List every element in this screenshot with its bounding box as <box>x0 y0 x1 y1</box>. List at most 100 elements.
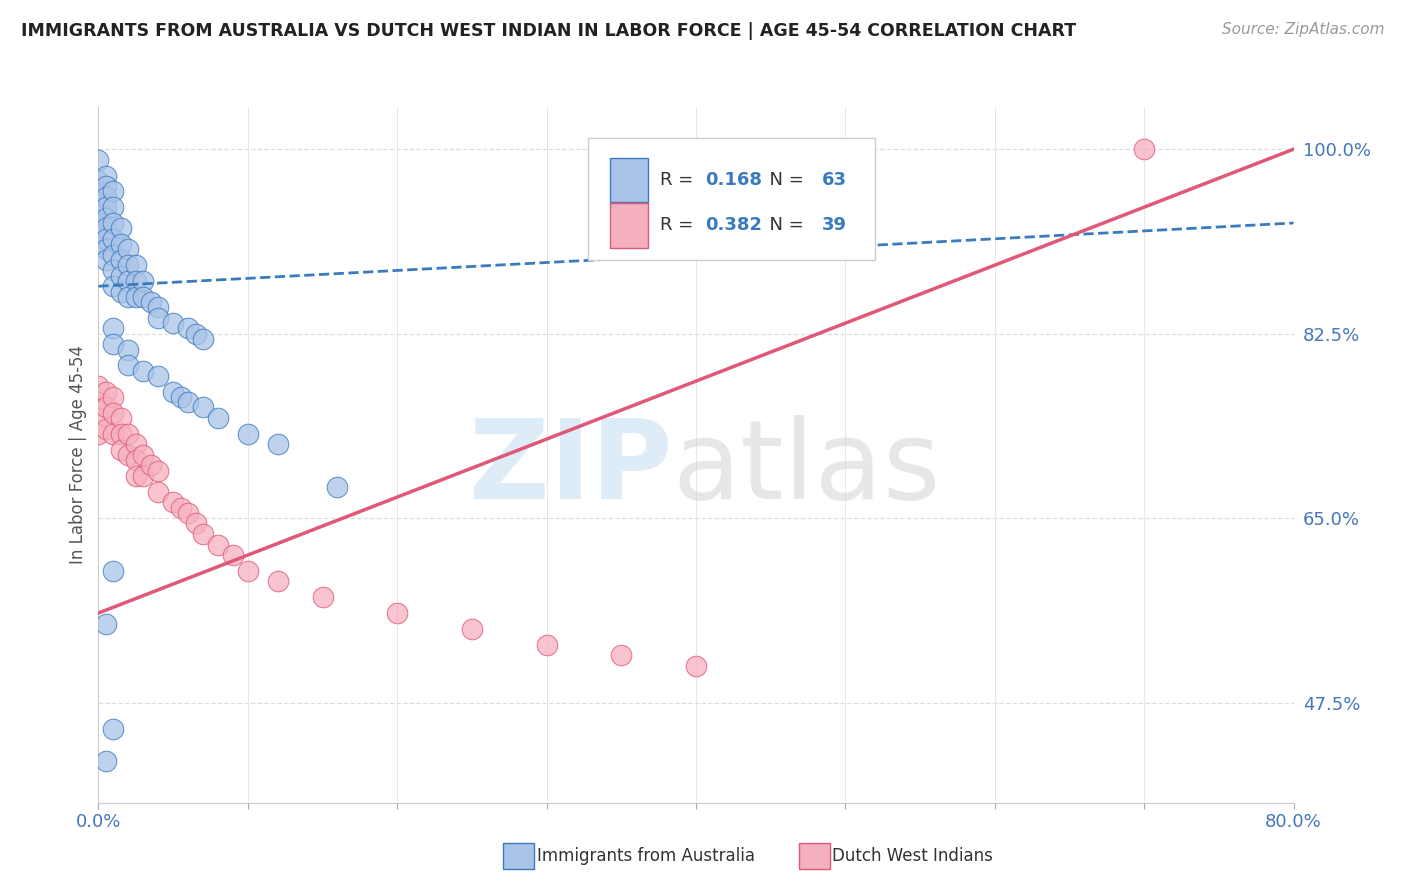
Point <box>117 343 139 357</box>
Point <box>87 174 110 188</box>
Point <box>110 285 132 299</box>
Point <box>87 205 110 219</box>
Point <box>87 153 110 167</box>
Point <box>125 274 148 288</box>
Point <box>110 268 132 283</box>
Text: N =: N = <box>758 171 810 189</box>
Point <box>94 189 117 203</box>
Text: Immigrants from Australia: Immigrants from Australia <box>537 847 755 865</box>
Point <box>110 411 132 425</box>
Point <box>207 537 229 551</box>
Point <box>148 301 170 315</box>
Text: R =: R = <box>661 171 699 189</box>
Point <box>326 479 349 493</box>
Point <box>117 258 139 272</box>
Point <box>87 216 110 230</box>
Point <box>103 426 125 441</box>
Text: R =: R = <box>661 217 699 235</box>
Point <box>110 426 132 441</box>
Point <box>94 252 117 267</box>
Point <box>87 237 110 252</box>
FancyBboxPatch shape <box>610 158 648 202</box>
Point <box>117 274 139 288</box>
Point <box>103 263 125 277</box>
Text: Source: ZipAtlas.com: Source: ZipAtlas.com <box>1222 22 1385 37</box>
Point <box>125 290 148 304</box>
Point <box>177 506 200 520</box>
Point <box>177 395 200 409</box>
Point <box>1133 142 1156 156</box>
Point <box>94 243 117 257</box>
Point <box>267 437 290 451</box>
Point <box>103 232 125 246</box>
Point <box>132 363 155 377</box>
Point <box>103 406 125 420</box>
Point <box>110 221 132 235</box>
FancyBboxPatch shape <box>610 203 648 248</box>
Point <box>110 237 132 252</box>
Point <box>191 401 214 415</box>
Point <box>103 279 125 293</box>
Point <box>103 185 125 199</box>
Point <box>87 227 110 241</box>
Point <box>169 500 191 515</box>
Point <box>207 411 229 425</box>
Text: Dutch West Indians: Dutch West Indians <box>832 847 993 865</box>
Point <box>87 395 110 409</box>
Point <box>139 295 162 310</box>
Point <box>191 332 214 346</box>
Point <box>94 384 117 399</box>
Point <box>169 390 191 404</box>
Point <box>148 310 170 325</box>
Point <box>103 247 125 261</box>
Point <box>117 426 139 441</box>
Point <box>94 754 117 768</box>
Point <box>94 169 117 183</box>
Point <box>103 216 125 230</box>
Point <box>148 368 170 383</box>
Point <box>132 448 155 462</box>
Point <box>94 179 117 194</box>
Point <box>177 321 200 335</box>
Point <box>222 548 245 562</box>
Text: IMMIGRANTS FROM AUSTRALIA VS DUTCH WEST INDIAN IN LABOR FORCE | AGE 45-54 CORREL: IMMIGRANTS FROM AUSTRALIA VS DUTCH WEST … <box>21 22 1076 40</box>
Point <box>103 321 125 335</box>
Point <box>267 574 290 589</box>
Point <box>125 437 148 451</box>
Point <box>87 379 110 393</box>
Text: 63: 63 <box>821 171 846 189</box>
FancyBboxPatch shape <box>588 138 875 260</box>
Point <box>103 200 125 214</box>
Point <box>162 316 184 330</box>
Point <box>117 359 139 373</box>
Text: 39: 39 <box>821 217 846 235</box>
Point <box>125 258 148 272</box>
Point <box>610 648 633 663</box>
Point <box>94 421 117 435</box>
Point <box>236 426 259 441</box>
Point <box>536 638 558 652</box>
Point <box>94 211 117 225</box>
Point <box>117 448 139 462</box>
Point <box>461 622 484 636</box>
Point <box>132 290 155 304</box>
Point <box>132 469 155 483</box>
Point <box>385 606 409 620</box>
Point <box>125 469 148 483</box>
Point <box>94 616 117 631</box>
Point <box>94 401 117 415</box>
Point <box>87 411 110 425</box>
Point <box>117 290 139 304</box>
Text: 0.382: 0.382 <box>706 217 762 235</box>
Point <box>191 527 214 541</box>
Point <box>132 274 155 288</box>
Text: ZIP: ZIP <box>468 416 672 523</box>
Point <box>87 426 110 441</box>
Point <box>94 221 117 235</box>
Point <box>87 185 110 199</box>
Text: N =: N = <box>758 217 810 235</box>
Point <box>311 591 333 605</box>
Point <box>184 516 207 531</box>
Point <box>103 337 125 351</box>
Point <box>184 326 207 341</box>
